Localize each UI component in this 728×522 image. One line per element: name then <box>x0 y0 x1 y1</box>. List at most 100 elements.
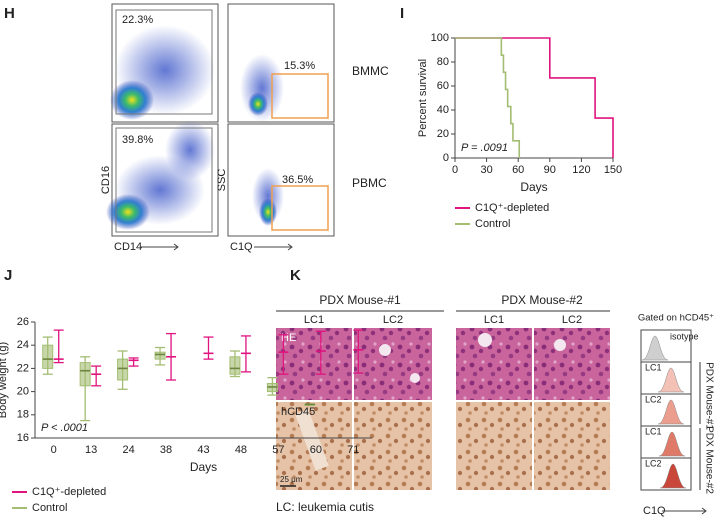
arrow <box>140 243 179 251</box>
box <box>42 344 54 369</box>
box <box>79 362 91 387</box>
row-label: LC2 <box>645 394 662 404</box>
axis-label: CD14 <box>114 241 142 253</box>
dot-cloud <box>106 194 150 230</box>
gate-percent: 36.5% <box>282 174 313 186</box>
micrograph <box>534 328 610 400</box>
lesion-label: LC2 <box>562 314 582 326</box>
x-tick-label: 13 <box>85 444 97 456</box>
axis-label: C1Q <box>643 505 666 517</box>
histogram-peak <box>641 335 669 361</box>
arrow <box>662 507 707 515</box>
y-tick-label: 40 <box>437 104 449 116</box>
x-tick-label: 0 <box>51 444 57 456</box>
row-label: LC1 <box>645 362 662 372</box>
x-tick-label: 48 <box>235 444 247 456</box>
x-tick-label: 43 <box>197 444 209 456</box>
panel-label: H <box>4 5 15 22</box>
axis-label: C1Q <box>230 241 253 253</box>
y-tick-label: 16 <box>17 432 29 444</box>
row-label: isotype <box>670 331 699 341</box>
sample-label: PBMC <box>352 176 387 190</box>
group-label: PDX Mouse-#2 <box>703 426 714 494</box>
vacuole <box>379 344 391 356</box>
y-tick-label: 20 <box>17 386 29 398</box>
micrograph <box>354 402 432 490</box>
stain-label: hCD45 <box>281 406 315 418</box>
x-tick-label: 30 <box>480 164 492 176</box>
micrograph <box>456 328 532 400</box>
legend-label: Control <box>475 218 510 230</box>
legend-label: Control <box>32 502 67 514</box>
box <box>229 356 241 375</box>
micrograph <box>354 328 432 400</box>
y-axis-label: Body weight (g) <box>0 342 9 418</box>
annotation: P < .0001 <box>41 422 88 434</box>
annotation: P = .0091 <box>461 142 508 154</box>
axis-label: CD16 <box>100 166 112 194</box>
y-tick-label: 18 <box>17 409 29 421</box>
gate-percent: 39.8% <box>122 134 153 146</box>
x-tick-label: 150 <box>604 164 622 176</box>
x-axis-label: Days <box>190 460 217 474</box>
scale-bar-label: 25 μm <box>280 475 303 484</box>
y-tick-label: 20 <box>437 128 449 140</box>
histogram-peak <box>659 463 687 489</box>
gate <box>115 127 213 233</box>
histology: PDX Mouse-#1 PDX Mouse-#2 LC1 LC2 LC1 LC… <box>276 293 610 514</box>
micrograph <box>456 402 532 490</box>
lesion-label: LC2 <box>383 314 403 326</box>
y-axis-label: Percent survival <box>417 59 429 137</box>
y-tick-label: 26 <box>17 316 29 328</box>
mouse-header: PDX Mouse-#2 <box>501 293 583 307</box>
micrograph <box>276 328 352 400</box>
legend-label: C1Q⁺-depleted <box>475 202 549 214</box>
legend-label: C1Q⁺-depleted <box>32 486 106 498</box>
dot-cloud <box>259 198 277 226</box>
group-label: PDX Mouse-#1 <box>703 362 714 430</box>
y-tick-label: 100 <box>431 32 449 44</box>
micrograph <box>534 402 610 490</box>
y-tick-label: 0 <box>443 152 449 164</box>
x-tick-label: 90 <box>544 164 556 176</box>
x-tick-label: 38 <box>160 444 172 456</box>
y-tick-label: 80 <box>437 56 449 68</box>
histogram-peak <box>657 367 685 393</box>
vacuole <box>478 333 492 347</box>
dot-cloud <box>110 80 154 120</box>
y-tick-label: 24 <box>17 339 29 351</box>
axis-label: SSC <box>216 169 228 192</box>
survival-curve <box>455 37 614 158</box>
gate-percent: 22.3% <box>122 14 153 26</box>
x-axis-label: Days <box>520 180 547 194</box>
x-tick-label: 57 <box>272 444 284 456</box>
panel-label: K <box>290 267 301 284</box>
x-tick-label: 0 <box>452 164 458 176</box>
histogram-title: Gated on hCD45⁺ <box>638 313 714 324</box>
row-label: LC2 <box>645 458 662 468</box>
x-tick-label: 24 <box>122 444 134 456</box>
lesion-label: LC1 <box>304 314 324 326</box>
sample-label: BMMC <box>352 64 389 78</box>
row-label: LC1 <box>645 426 662 436</box>
mouse-header: PDX Mouse-#1 <box>319 293 401 307</box>
box <box>117 358 129 381</box>
footnote: LC: leukemia cutis <box>276 500 374 514</box>
gate <box>115 9 213 115</box>
flow-plots: 22.3% 39.8% 15.3% 36.5% BMMC PBMC CD16 S… <box>100 3 389 253</box>
box <box>154 351 166 360</box>
panel-label: I <box>400 5 404 22</box>
histogram-peak <box>658 431 686 457</box>
axis-line <box>454 38 613 159</box>
vacuole <box>554 339 566 351</box>
x-tick-label: 60 <box>512 164 524 176</box>
vacuole <box>410 373 420 383</box>
vessel <box>295 409 329 471</box>
x-tick-label: 60 <box>310 444 322 456</box>
x-tick-label: 120 <box>572 164 590 176</box>
x-tick-label: 71 <box>347 444 359 456</box>
dot-cloud <box>248 92 268 116</box>
gate <box>271 185 329 231</box>
lesion-label: LC1 <box>484 314 504 326</box>
